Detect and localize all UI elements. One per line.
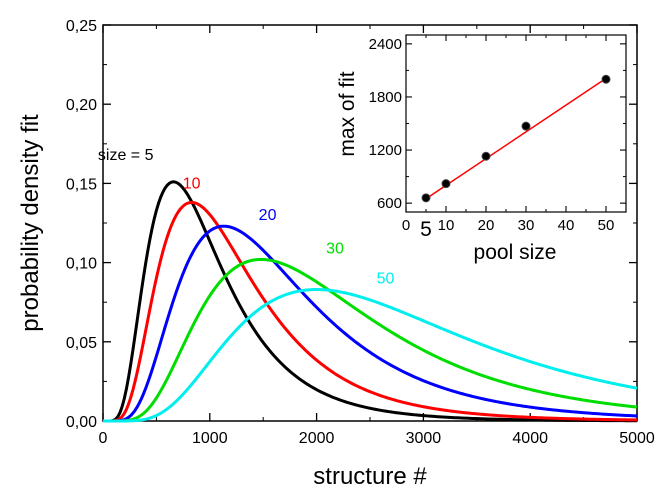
main-x-tick-label: 2000 xyxy=(299,430,335,447)
inset-axis-ticks: 0 10 20 30 40 50 5 600 1200 1800 2400 xyxy=(369,35,627,241)
curve-label-series-5: 50 xyxy=(377,271,395,288)
inset-extra-x-tick-label: 5 xyxy=(420,218,432,241)
curve-label-series-1: size = 5 xyxy=(98,147,154,164)
inset-y-tick-label: 1200 xyxy=(369,142,402,159)
inset-point-1 xyxy=(421,193,431,203)
inset-x-tick-label: 10 xyxy=(438,217,455,234)
main-x-tick-label: 0 xyxy=(99,430,108,447)
main-y-tick-label: 0,20 xyxy=(66,97,97,114)
inset-x-tick-label: 50 xyxy=(598,217,615,234)
curve-series-4 xyxy=(103,257,638,423)
inset-fit-line-segment xyxy=(425,77,607,200)
main-x-tick-label: 3000 xyxy=(406,430,442,447)
inset-point-3 xyxy=(481,151,491,161)
main-curve-labels: size = 5 10 20 30 50 xyxy=(98,147,395,288)
inset-point-5 xyxy=(601,74,611,84)
main-y-tick-label: 0,10 xyxy=(66,256,97,273)
main-x-tick-label: 4000 xyxy=(512,430,548,447)
inset-plot-background xyxy=(406,35,626,212)
curve-series-3 xyxy=(103,224,638,423)
main-x-axis-title: structure # xyxy=(313,463,427,490)
inset-x-tick-label: 40 xyxy=(558,217,575,234)
curve-series-5 xyxy=(103,288,638,423)
inset-x-tick-label: 30 xyxy=(518,217,535,234)
inset-x-axis-title: pool size xyxy=(474,241,557,264)
inset-x-tick-label: 20 xyxy=(478,217,495,234)
curve-label-series-4: 30 xyxy=(326,240,344,257)
curve-label-series-2: 10 xyxy=(183,175,201,192)
main-y-tick-label: 0,00 xyxy=(66,414,97,431)
curve-label-series-3: 20 xyxy=(259,207,277,224)
main-y-tick-label: 0,05 xyxy=(66,335,97,352)
inset-y-tick-label: 2400 xyxy=(369,36,402,53)
inset-fit-line xyxy=(425,77,607,200)
inset-point-4 xyxy=(521,121,531,131)
main-plot: 0 1000 2000 3000 4000 5000 0,00 0,05 0,10 0,15 0,2… xyxy=(17,18,655,490)
inset-plot: 0 10 20 30 40 50 5 600 1200 1800 2400 pool size ma… xyxy=(336,34,627,264)
main-curves xyxy=(103,180,638,423)
main-x-tick-label: 1000 xyxy=(192,430,228,447)
main-y-tick-label: 0,25 xyxy=(66,18,97,35)
main-x-tick-label: 5000 xyxy=(619,430,655,447)
inset-points xyxy=(421,74,611,203)
inset-y-tick-label: 600 xyxy=(377,195,402,212)
inset-x-tick-label: 0 xyxy=(402,217,410,234)
main-y-tick-label: 0,15 xyxy=(66,176,97,193)
inset-point-2 xyxy=(441,179,451,189)
main-y-axis-title: probability density fit xyxy=(17,114,44,332)
curve-series-2 xyxy=(103,200,638,423)
inset-y-axis-title: max of fit xyxy=(336,71,359,156)
inset-y-tick-label: 1800 xyxy=(369,89,402,106)
